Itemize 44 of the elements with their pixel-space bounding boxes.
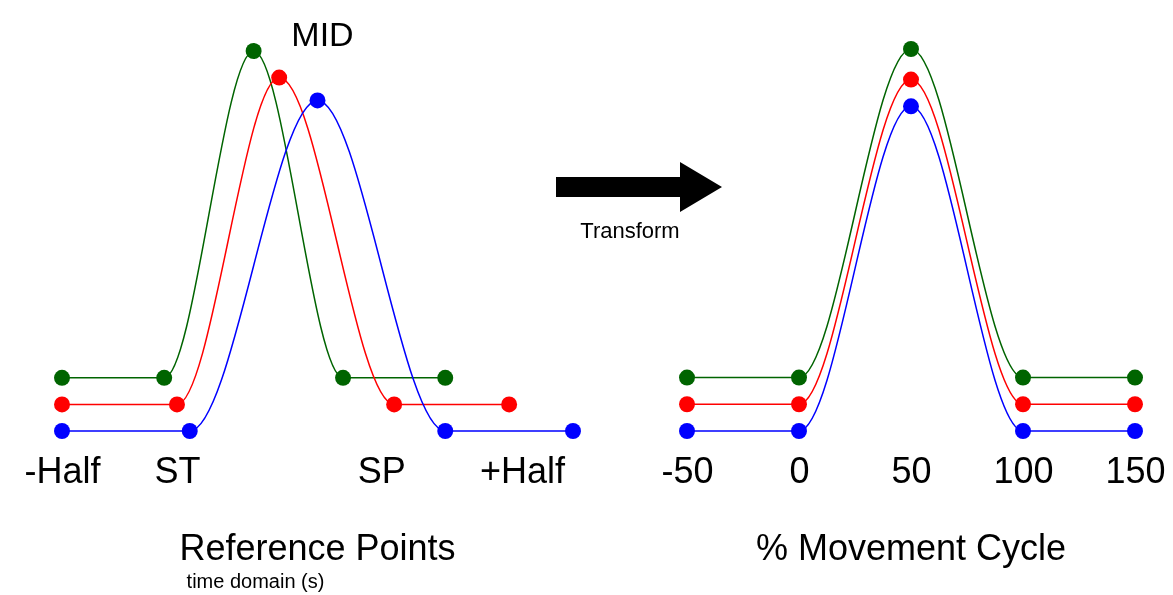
point xyxy=(54,396,70,413)
point xyxy=(903,98,919,115)
point xyxy=(437,423,454,439)
point xyxy=(181,423,198,439)
annotation: MID xyxy=(291,15,354,53)
x-tick-label: 0 xyxy=(789,449,810,491)
point xyxy=(1015,423,1031,439)
x-tick-label: SP xyxy=(357,449,406,491)
point xyxy=(501,396,518,413)
x-tick-label: -50 xyxy=(661,449,714,491)
point xyxy=(1015,396,1031,413)
point xyxy=(903,41,919,57)
x-tick-label: -Half xyxy=(24,449,102,491)
point xyxy=(679,369,695,386)
point xyxy=(437,369,454,386)
point xyxy=(679,396,695,413)
point xyxy=(245,43,262,59)
x-tick-label: +Half xyxy=(479,449,566,491)
point xyxy=(565,423,581,439)
point xyxy=(386,396,403,413)
point xyxy=(1127,423,1143,439)
point xyxy=(1127,369,1143,386)
x-tick-label: 150 xyxy=(1105,449,1166,491)
text: time domain (s) xyxy=(186,570,325,592)
x-tick-label: 50 xyxy=(891,449,932,491)
point xyxy=(679,423,695,439)
point xyxy=(169,396,185,413)
x-axis-title: Reference Points xyxy=(179,527,456,568)
point xyxy=(335,369,352,386)
x-tick-label: ST xyxy=(154,449,201,491)
x-tick-label: 100 xyxy=(993,449,1054,491)
point xyxy=(791,369,807,386)
point xyxy=(903,71,919,88)
point xyxy=(1015,369,1031,386)
point xyxy=(1127,396,1143,413)
point xyxy=(309,92,326,109)
point xyxy=(791,396,807,413)
point xyxy=(791,423,807,439)
x-axis-title: % Movement Cycle xyxy=(755,527,1067,568)
point xyxy=(271,69,288,86)
point xyxy=(54,369,70,386)
point xyxy=(54,423,70,439)
point xyxy=(156,369,173,386)
text: Transform xyxy=(580,218,680,243)
